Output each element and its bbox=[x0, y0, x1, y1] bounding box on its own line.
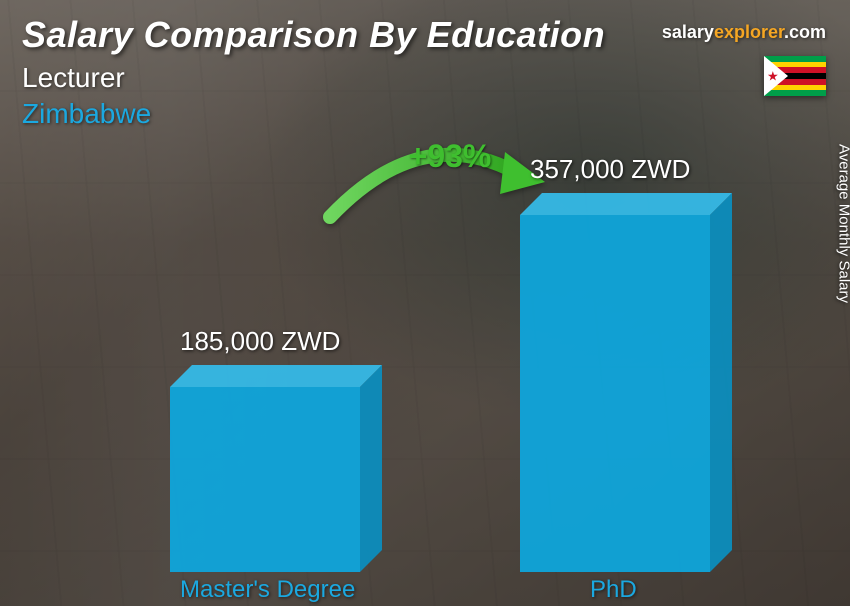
country-name: Zimbabwe bbox=[22, 98, 828, 130]
flag-icon: ★ bbox=[764, 56, 826, 96]
bar-top bbox=[170, 365, 382, 387]
bar-value-label: 357,000 ZWD bbox=[530, 154, 690, 185]
watermark-prefix: salary bbox=[662, 22, 714, 42]
watermark-mid: explorer bbox=[714, 22, 784, 42]
bar-category-label: Master's Degree bbox=[180, 576, 355, 604]
site-watermark: salaryexplorer.com bbox=[662, 22, 826, 43]
job-title: Lecturer bbox=[22, 62, 828, 94]
bar-chart: 185,000 ZWD Master's Degree 357,000 ZWD PhD bbox=[0, 136, 850, 606]
watermark-suffix: .com bbox=[784, 22, 826, 42]
bar-side bbox=[360, 365, 382, 572]
bar-front bbox=[520, 215, 710, 572]
bar-value-label: 185,000 ZWD bbox=[180, 326, 340, 357]
bar-side bbox=[710, 193, 732, 572]
bar-1: 357,000 ZWD bbox=[520, 215, 730, 572]
bar-0: 185,000 ZWD bbox=[170, 387, 380, 572]
bar-top bbox=[520, 193, 732, 215]
bar-front bbox=[170, 387, 360, 572]
bar-category-label: PhD bbox=[590, 576, 637, 604]
